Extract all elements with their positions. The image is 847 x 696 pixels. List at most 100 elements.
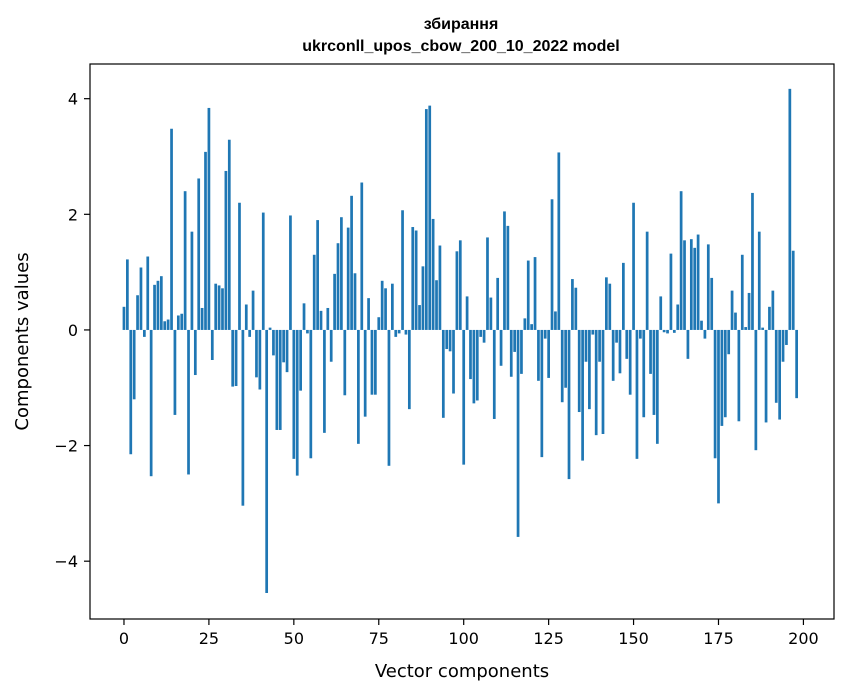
- bar: [156, 280, 160, 330]
- bar: [404, 329, 408, 335]
- bar: [272, 329, 275, 356]
- bar: [720, 329, 724, 426]
- x-tick-label: 75: [369, 629, 389, 648]
- bar: [143, 329, 146, 337]
- bar: [268, 327, 272, 330]
- bar: [122, 306, 126, 330]
- bar: [377, 317, 381, 330]
- bar: [672, 329, 676, 333]
- bar: [588, 329, 591, 410]
- bar: [217, 285, 221, 330]
- bar: [374, 329, 377, 395]
- x-tick-label: 25: [199, 629, 219, 648]
- bar: [231, 329, 235, 387]
- bar: [530, 324, 533, 330]
- bar: [520, 329, 523, 374]
- bar: [492, 329, 496, 419]
- bar: [683, 240, 686, 330]
- x-tick-label: 200: [788, 629, 819, 648]
- bar: [448, 329, 452, 352]
- chart-subtitle: ukrconll_upos_cbow_200_10_2022 model: [302, 38, 619, 55]
- bar: [639, 329, 642, 339]
- bar: [159, 276, 163, 330]
- bar: [479, 329, 483, 337]
- bar: [323, 329, 326, 433]
- bar: [795, 329, 798, 399]
- bar: [261, 212, 265, 330]
- bar: [761, 327, 765, 330]
- bar: [238, 202, 241, 330]
- bar: [655, 329, 659, 444]
- bar: [465, 296, 469, 330]
- bar: [241, 329, 245, 506]
- bar: [387, 329, 391, 466]
- bar: [265, 329, 269, 593]
- bar: [537, 329, 540, 381]
- plot-frame: [89, 63, 835, 620]
- bar: [200, 307, 204, 330]
- bar: [363, 329, 367, 417]
- bar: [414, 230, 418, 330]
- bar: [679, 191, 683, 330]
- bar: [598, 329, 601, 362]
- bar: [591, 329, 595, 335]
- bar: [336, 243, 340, 330]
- bars-group: [122, 88, 798, 593]
- bar: [149, 329, 153, 477]
- bar: [190, 231, 194, 330]
- bar: [329, 329, 333, 362]
- bar: [686, 329, 690, 359]
- bar: [367, 298, 370, 330]
- bar: [424, 109, 428, 330]
- bar: [326, 307, 330, 330]
- bar: [700, 320, 703, 330]
- bar: [676, 304, 680, 330]
- bar: [210, 329, 214, 360]
- bar: [180, 313, 184, 330]
- bar: [224, 170, 228, 330]
- bar: [285, 329, 289, 373]
- bar: [441, 329, 445, 418]
- bar: [221, 288, 224, 330]
- bar: [509, 329, 513, 377]
- bar: [543, 329, 547, 339]
- bar: [730, 290, 734, 330]
- bar: [533, 257, 537, 330]
- bar: [652, 329, 656, 415]
- bar: [350, 195, 353, 330]
- bar: [244, 304, 248, 330]
- bar: [139, 267, 143, 330]
- bar: [689, 239, 693, 330]
- bar: [571, 279, 574, 330]
- bar: [513, 329, 517, 352]
- bar: [458, 240, 462, 330]
- chart-title: збирання: [424, 16, 499, 33]
- bar: [785, 329, 788, 345]
- bar: [693, 247, 697, 330]
- bar: [618, 329, 622, 374]
- bar: [197, 178, 201, 330]
- bar: [757, 231, 761, 330]
- bar: [407, 329, 411, 410]
- bar: [418, 305, 421, 330]
- x-tick-label: 100: [448, 629, 479, 648]
- bar: [706, 244, 710, 330]
- bar: [431, 218, 435, 330]
- bar: [611, 329, 615, 381]
- y-tick-label: −2: [54, 437, 78, 456]
- bar: [163, 321, 167, 330]
- bar: [496, 277, 500, 330]
- bar: [166, 319, 170, 330]
- x-tick-label: 50: [284, 629, 304, 648]
- bar: [251, 290, 255, 330]
- bar: [452, 329, 455, 394]
- bar: [594, 329, 598, 436]
- x-axis-label: Vector components: [375, 661, 549, 682]
- bar: [170, 128, 173, 330]
- bar: [503, 211, 506, 330]
- bar: [370, 329, 374, 395]
- bar: [421, 266, 425, 330]
- bar: [778, 329, 781, 420]
